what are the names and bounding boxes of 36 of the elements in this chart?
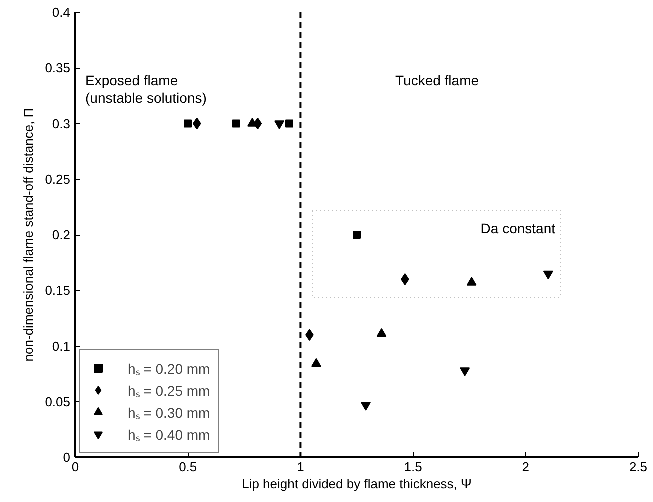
point <box>466 277 477 286</box>
y-tick-label: 0.05 <box>45 394 71 410</box>
y-tick-label: 0.35 <box>45 60 71 76</box>
x-tick-label: 0.5 <box>179 460 198 474</box>
point <box>285 120 294 128</box>
y-tick-label: 0.2 <box>52 228 71 242</box>
y-tick-label: 0.3 <box>52 116 71 132</box>
point <box>353 231 361 239</box>
annotation: Tucked flame <box>396 72 480 88</box>
point <box>232 120 240 128</box>
x-axis-title: Lip height divided by flame thickness, Ψ <box>242 476 472 492</box>
annotation: Exposed flame (unstable solutions) <box>86 72 207 106</box>
point <box>274 120 285 130</box>
y-tick-label: 0.25 <box>45 172 71 187</box>
point <box>361 402 372 411</box>
legend-label: hₛ = 0.40 mm <box>128 426 210 444</box>
x-tick-label: 2.5 <box>629 460 648 474</box>
legend-label: hₛ = 0.30 mm <box>128 404 210 422</box>
y-tick-label: 0.15 <box>45 283 71 298</box>
x-tick-label: 1.5 <box>404 460 422 474</box>
y-tick-label: 0.4 <box>52 5 71 20</box>
x-tick-label: 1 <box>297 460 304 474</box>
legend-label: hₛ = 0.25 mm <box>128 382 210 400</box>
y-tick-label: 0 <box>63 450 71 465</box>
annotation: Da constant <box>480 220 556 236</box>
point <box>376 328 387 338</box>
point <box>543 270 554 280</box>
point <box>401 274 410 286</box>
point <box>311 358 322 368</box>
y-axis-title: non-dimensional flame stand-off distance, Π <box>21 108 36 362</box>
point <box>192 118 202 130</box>
point <box>460 368 470 376</box>
point <box>184 120 192 128</box>
legend-label: hₛ = 0.20 mm <box>128 360 210 378</box>
x-tick-label: 2 <box>522 460 530 474</box>
y-tick-label: 0.1 <box>52 338 71 354</box>
